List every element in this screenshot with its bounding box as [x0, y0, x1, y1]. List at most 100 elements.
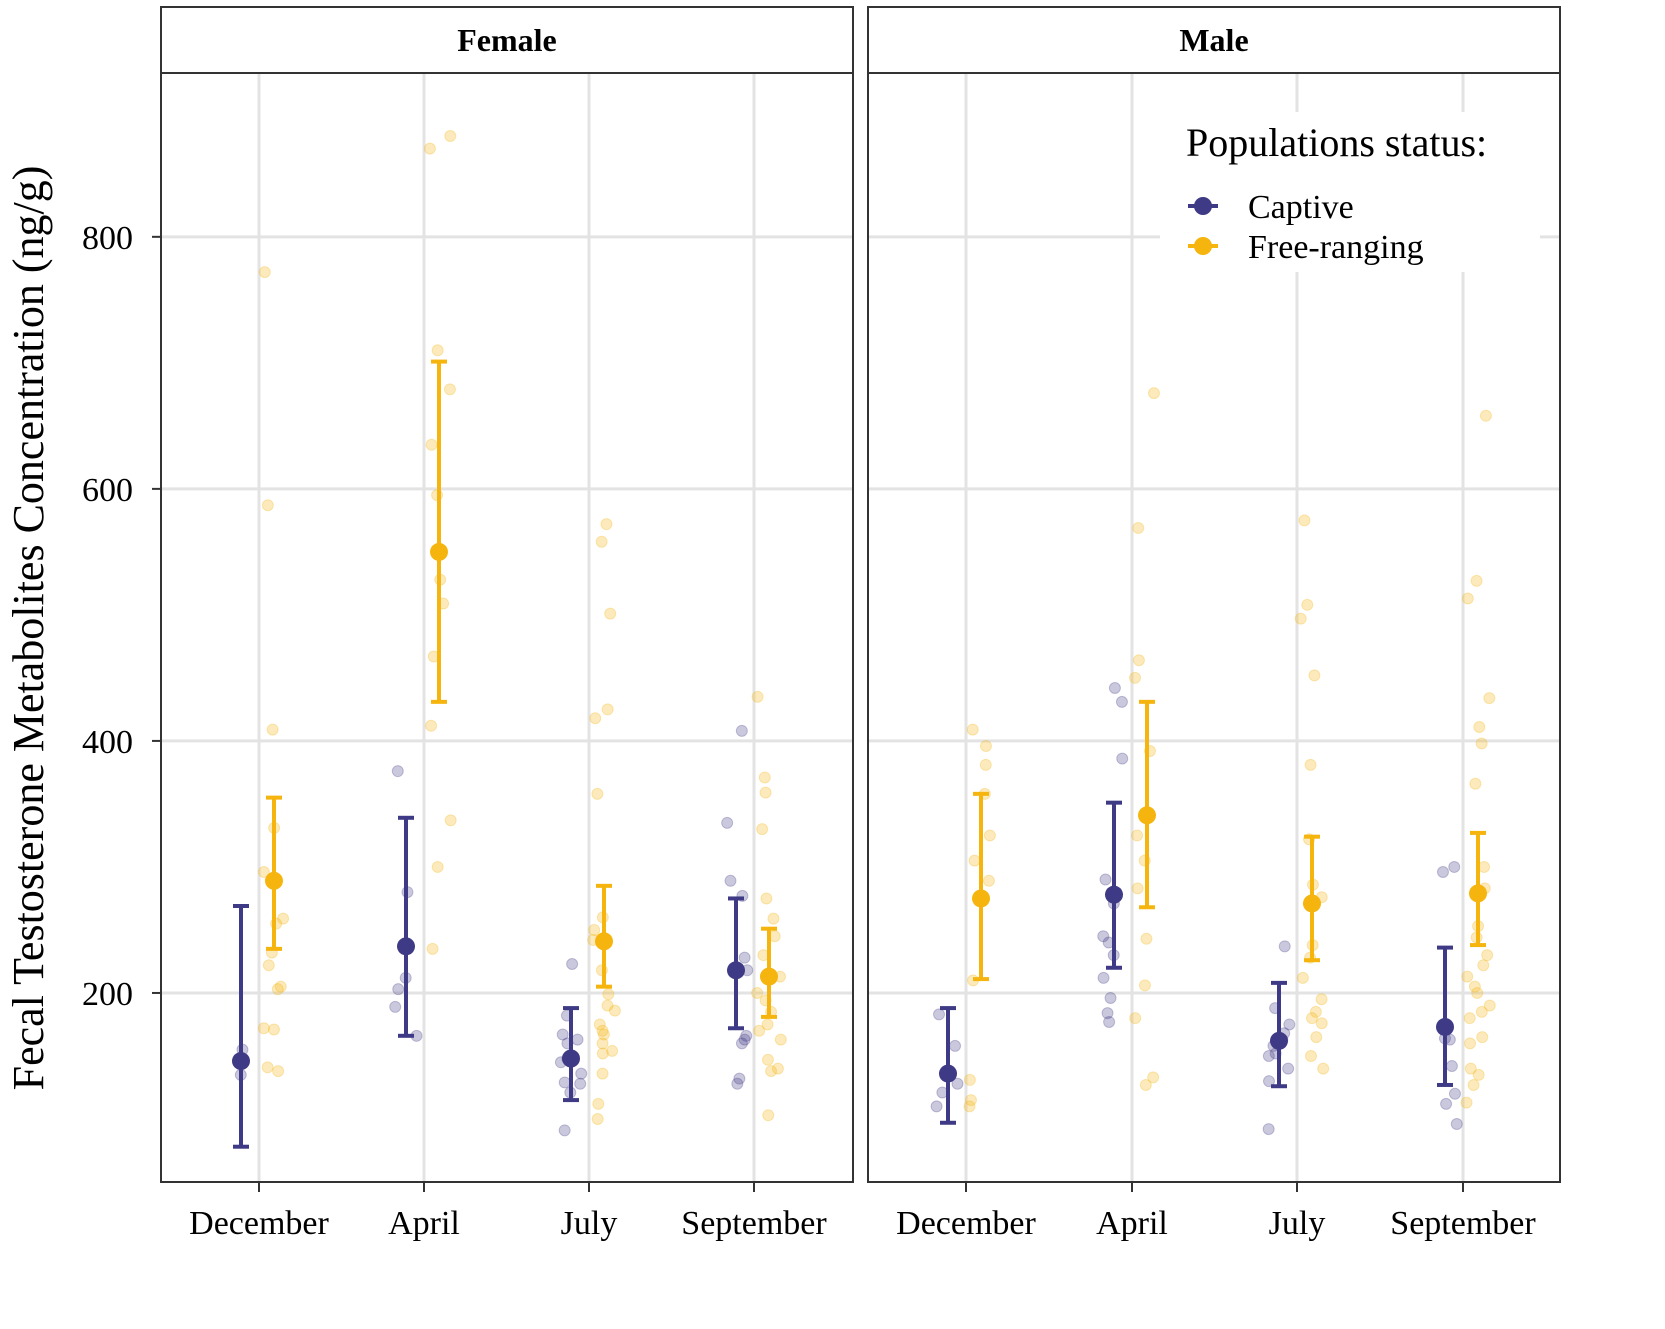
mean-point [430, 542, 448, 561]
data-point [1282, 1062, 1295, 1075]
data-point [949, 1039, 962, 1052]
data-point [933, 1008, 946, 1021]
mean-point [232, 1052, 250, 1071]
data-point [566, 957, 579, 970]
data-point [1469, 777, 1482, 790]
data-point [738, 1033, 751, 1046]
data-point [1476, 1031, 1489, 1044]
data-point [1477, 959, 1490, 972]
data-point [608, 1004, 621, 1017]
x-tick-label: December [189, 1205, 329, 1242]
data-point [762, 1109, 775, 1122]
data-point [738, 951, 751, 964]
data-point [1310, 1031, 1323, 1044]
data-point [983, 829, 996, 842]
panel-border-female [160, 72, 854, 1183]
data-point [558, 1076, 571, 1089]
data-point [431, 344, 444, 357]
x-tick-label: September [681, 1205, 827, 1242]
data-point [261, 1061, 274, 1074]
data-point [596, 1037, 609, 1050]
data-point [1262, 1049, 1275, 1062]
data-point [731, 1077, 744, 1090]
data-point [1470, 574, 1483, 587]
mean-point [760, 967, 778, 986]
data-point [1472, 1068, 1485, 1081]
data-point [1115, 695, 1128, 708]
data-point [1463, 1012, 1476, 1025]
data-point [602, 988, 615, 1001]
mean-point [1138, 806, 1156, 825]
data-point [930, 1100, 943, 1113]
data-point [257, 1022, 270, 1035]
data-point [267, 1023, 280, 1036]
data-point [392, 983, 405, 996]
data-point [444, 814, 457, 827]
data-point [1132, 654, 1145, 667]
data-point [266, 723, 279, 736]
data-point [758, 771, 771, 784]
y-tick-label: 800 [82, 220, 133, 257]
data-point [444, 130, 457, 143]
data-point [1262, 1075, 1275, 1088]
data-point [271, 983, 284, 996]
data-point [591, 787, 604, 800]
data-point [1479, 409, 1492, 422]
data-point [979, 739, 992, 752]
data-point [1464, 1062, 1477, 1075]
data-point [1305, 1049, 1318, 1062]
legend-title: Populations status: [1186, 120, 1487, 165]
data-point [1315, 1017, 1328, 1030]
data-point [1445, 1060, 1458, 1073]
data-point [1262, 1123, 1275, 1136]
x-tick-label: July [1269, 1205, 1326, 1242]
data-point [606, 1044, 619, 1057]
data-point [1283, 1018, 1296, 1031]
legend-label: Free-ranging [1248, 229, 1424, 266]
data-point [756, 823, 769, 836]
data-point [1147, 1071, 1160, 1084]
data-point [443, 383, 456, 396]
data-point [1131, 882, 1144, 895]
mean-point [595, 932, 613, 951]
data-point [1475, 1005, 1488, 1018]
facet-label-male: Male [1179, 22, 1248, 58]
data-point [1129, 1012, 1142, 1025]
data-point [1481, 949, 1494, 962]
data-point [1308, 669, 1321, 682]
data-point [556, 1028, 569, 1041]
data-point [274, 980, 287, 993]
data-point [1139, 1078, 1152, 1091]
mean-point [727, 961, 745, 980]
data-point [1448, 1087, 1461, 1100]
data-point [759, 786, 772, 799]
data-point [761, 1053, 774, 1066]
x-tick-label: July [561, 1205, 618, 1242]
data-point [1147, 387, 1160, 400]
panel-border-male [867, 72, 1561, 1183]
data-point [733, 1072, 746, 1085]
facet-label-female: Female [457, 22, 557, 58]
data-point [751, 986, 764, 999]
data-point [423, 142, 436, 155]
data-point [724, 874, 737, 887]
data-point [1294, 612, 1307, 625]
data-point [753, 1024, 766, 1037]
data-point [963, 1100, 976, 1113]
data-point [262, 959, 275, 972]
data-point [591, 1112, 604, 1125]
data-point [760, 892, 773, 905]
data-point [1483, 692, 1496, 705]
data-point [740, 1029, 753, 1042]
data-point [1116, 752, 1129, 765]
data-point [571, 1033, 584, 1046]
data-point [771, 1062, 784, 1075]
data-point [1461, 970, 1474, 983]
data-point [1097, 930, 1110, 943]
mean-point [1436, 1017, 1454, 1036]
data-point [600, 518, 613, 531]
data-point [1108, 681, 1121, 694]
mean-point [1303, 894, 1321, 913]
